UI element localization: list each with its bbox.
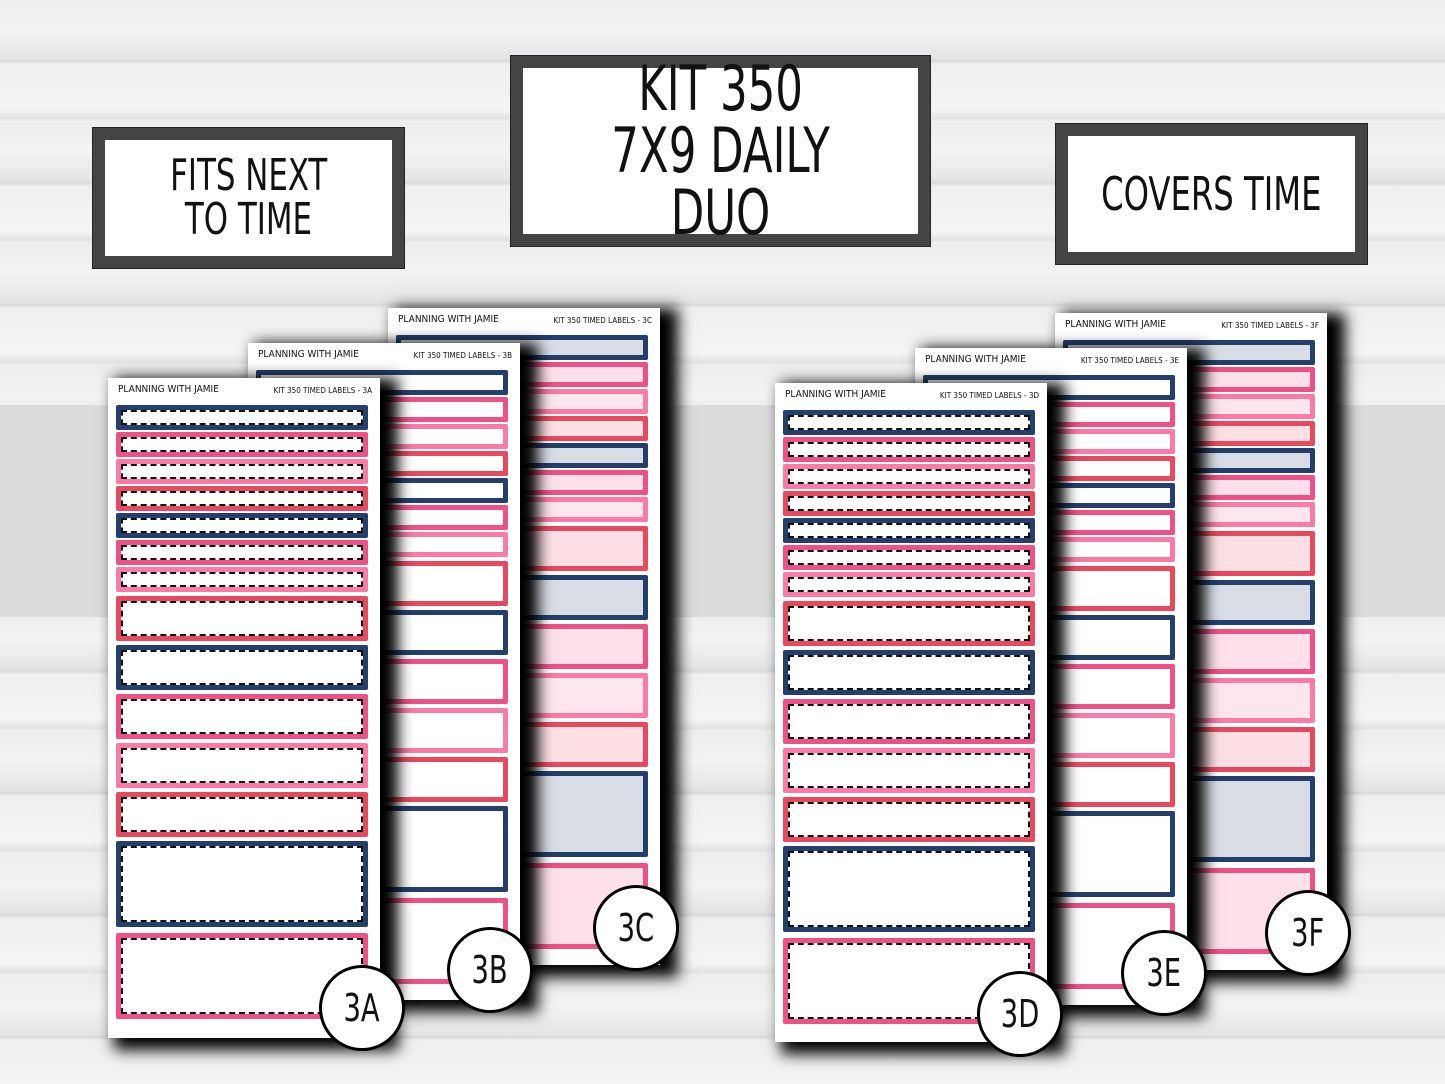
label-writing-area: [788, 753, 1030, 788]
label-writing-area: [121, 410, 363, 425]
kit-title-box: KIT 350 7X9 DAILY DUO: [511, 56, 930, 246]
label-writing-area: [121, 846, 363, 922]
label-sticker: [116, 743, 368, 788]
sticker-sheet-3d: PLANNING WITH JAMIE KIT 350 TIMED LABELS…: [775, 383, 1047, 1042]
badge-text: 3E: [1146, 951, 1182, 995]
label-sticker: [783, 464, 1035, 489]
label-writing-area: [121, 650, 363, 685]
sheet-badge: 3D: [977, 971, 1063, 1057]
brand-text: PLANNING WITH JAMIE: [118, 384, 219, 395]
label-sticker: [116, 694, 368, 739]
badge-text: 3A: [343, 986, 381, 1030]
sheet-header: PLANNING WITH JAMIE KIT 350 TIMED LABELS…: [785, 389, 1039, 407]
label-sticker: [783, 699, 1035, 744]
label-writing-area: [788, 704, 1030, 739]
badge-text: 3B: [471, 948, 509, 992]
label-sticker: [116, 596, 368, 641]
title-line: TO TIME: [184, 194, 313, 245]
sheet-header: PLANNING WITH JAMIE KIT 350 TIMED LABELS…: [118, 384, 372, 402]
label-writing-area: [788, 442, 1030, 457]
title-line: COVERS TIME: [1101, 167, 1322, 221]
label-sticker: [116, 841, 368, 927]
label-writing-area: [121, 699, 363, 734]
sheet-badge: 3E: [1121, 930, 1207, 1016]
label-sticker: [783, 518, 1035, 543]
label-sticker: [783, 491, 1035, 516]
title-line: 7X9 DAILY DUO: [611, 114, 830, 249]
label-writing-area: [788, 655, 1030, 690]
sheet-label: KIT 350 TIMED LABELS - 3E: [1080, 356, 1179, 365]
brand-text: PLANNING WITH JAMIE: [258, 349, 359, 360]
badge-text: 3D: [1000, 992, 1040, 1036]
brand-text: PLANNING WITH JAMIE: [785, 389, 886, 400]
label-sticker: [116, 405, 368, 430]
title-line: KIT 350: [638, 52, 803, 125]
sheet-label: KIT 350 TIMED LABELS - 3B: [413, 351, 513, 360]
label-sticker: [783, 797, 1035, 842]
sticker-sheet-3a: PLANNING WITH JAMIE KIT 350 TIMED LABELS…: [108, 378, 380, 1038]
label-sticker: [116, 513, 368, 538]
label-writing-area: [788, 802, 1030, 837]
badge-text: 3C: [617, 906, 655, 950]
sheet-badge: 3B: [447, 927, 533, 1013]
sheet-label: KIT 350 TIMED LABELS - 3A: [273, 386, 372, 395]
label-writing-area: [121, 797, 363, 832]
label-sticker: [783, 410, 1035, 435]
label-writing-area: [788, 851, 1030, 927]
label-sticker: [116, 645, 368, 690]
label-writing-area: [121, 545, 363, 560]
sheet-badge: 3A: [319, 965, 405, 1051]
label-writing-area: [121, 601, 363, 636]
label-writing-area: [788, 415, 1030, 430]
badge-text: 3F: [1291, 911, 1325, 955]
sheet-header: PLANNING WITH JAMIE KIT 350 TIMED LABELS…: [925, 354, 1179, 372]
sheet-label: KIT 350 TIMED LABELS - 3F: [1221, 321, 1319, 330]
label-sticker: [116, 567, 368, 592]
label-writing-area: [788, 496, 1030, 511]
brand-text: PLANNING WITH JAMIE: [925, 354, 1026, 365]
label-writing-area: [788, 606, 1030, 641]
fits-next-to-time-box: FITS NEXT TO TIME: [93, 128, 404, 268]
label-writing-area: [788, 577, 1030, 592]
label-sticker: [116, 486, 368, 511]
label-writing-area: [121, 491, 363, 506]
label-writing-area: [788, 550, 1030, 565]
label-sticker: [783, 437, 1035, 462]
label-sticker: [783, 650, 1035, 695]
label-writing-area: [121, 437, 363, 452]
sheet-label: KIT 350 TIMED LABELS - 3D: [939, 391, 1039, 400]
label-writing-area: [788, 469, 1030, 484]
label-sticker: [783, 572, 1035, 597]
sheet-badge: 3C: [593, 885, 679, 971]
label-writing-area: [788, 523, 1030, 538]
label-sticker: [116, 540, 368, 565]
label-sticker: [783, 545, 1035, 570]
label-sticker: [783, 748, 1035, 793]
label-sticker: [116, 792, 368, 837]
covers-time-box: COVERS TIME: [1056, 124, 1367, 264]
sheet-badge: 3F: [1265, 890, 1351, 976]
label-sticker: [783, 846, 1035, 932]
sheet-label: KIT 350 TIMED LABELS - 3C: [553, 316, 652, 325]
label-sticker: [116, 459, 368, 484]
sheet-header: PLANNING WITH JAMIE KIT 350 TIMED LABELS…: [1065, 319, 1319, 337]
label-sticker: [783, 601, 1035, 646]
title-line: FITS NEXT: [169, 150, 328, 201]
label-writing-area: [121, 572, 363, 587]
label-writing-area: [121, 518, 363, 533]
brand-text: PLANNING WITH JAMIE: [398, 314, 499, 325]
sheet-header: PLANNING WITH JAMIE KIT 350 TIMED LABELS…: [258, 349, 512, 367]
brand-text: PLANNING WITH JAMIE: [1065, 319, 1166, 330]
label-sticker: [116, 432, 368, 457]
sheet-header: PLANNING WITH JAMIE KIT 350 TIMED LABELS…: [398, 314, 652, 332]
label-writing-area: [121, 748, 363, 783]
label-writing-area: [121, 464, 363, 479]
